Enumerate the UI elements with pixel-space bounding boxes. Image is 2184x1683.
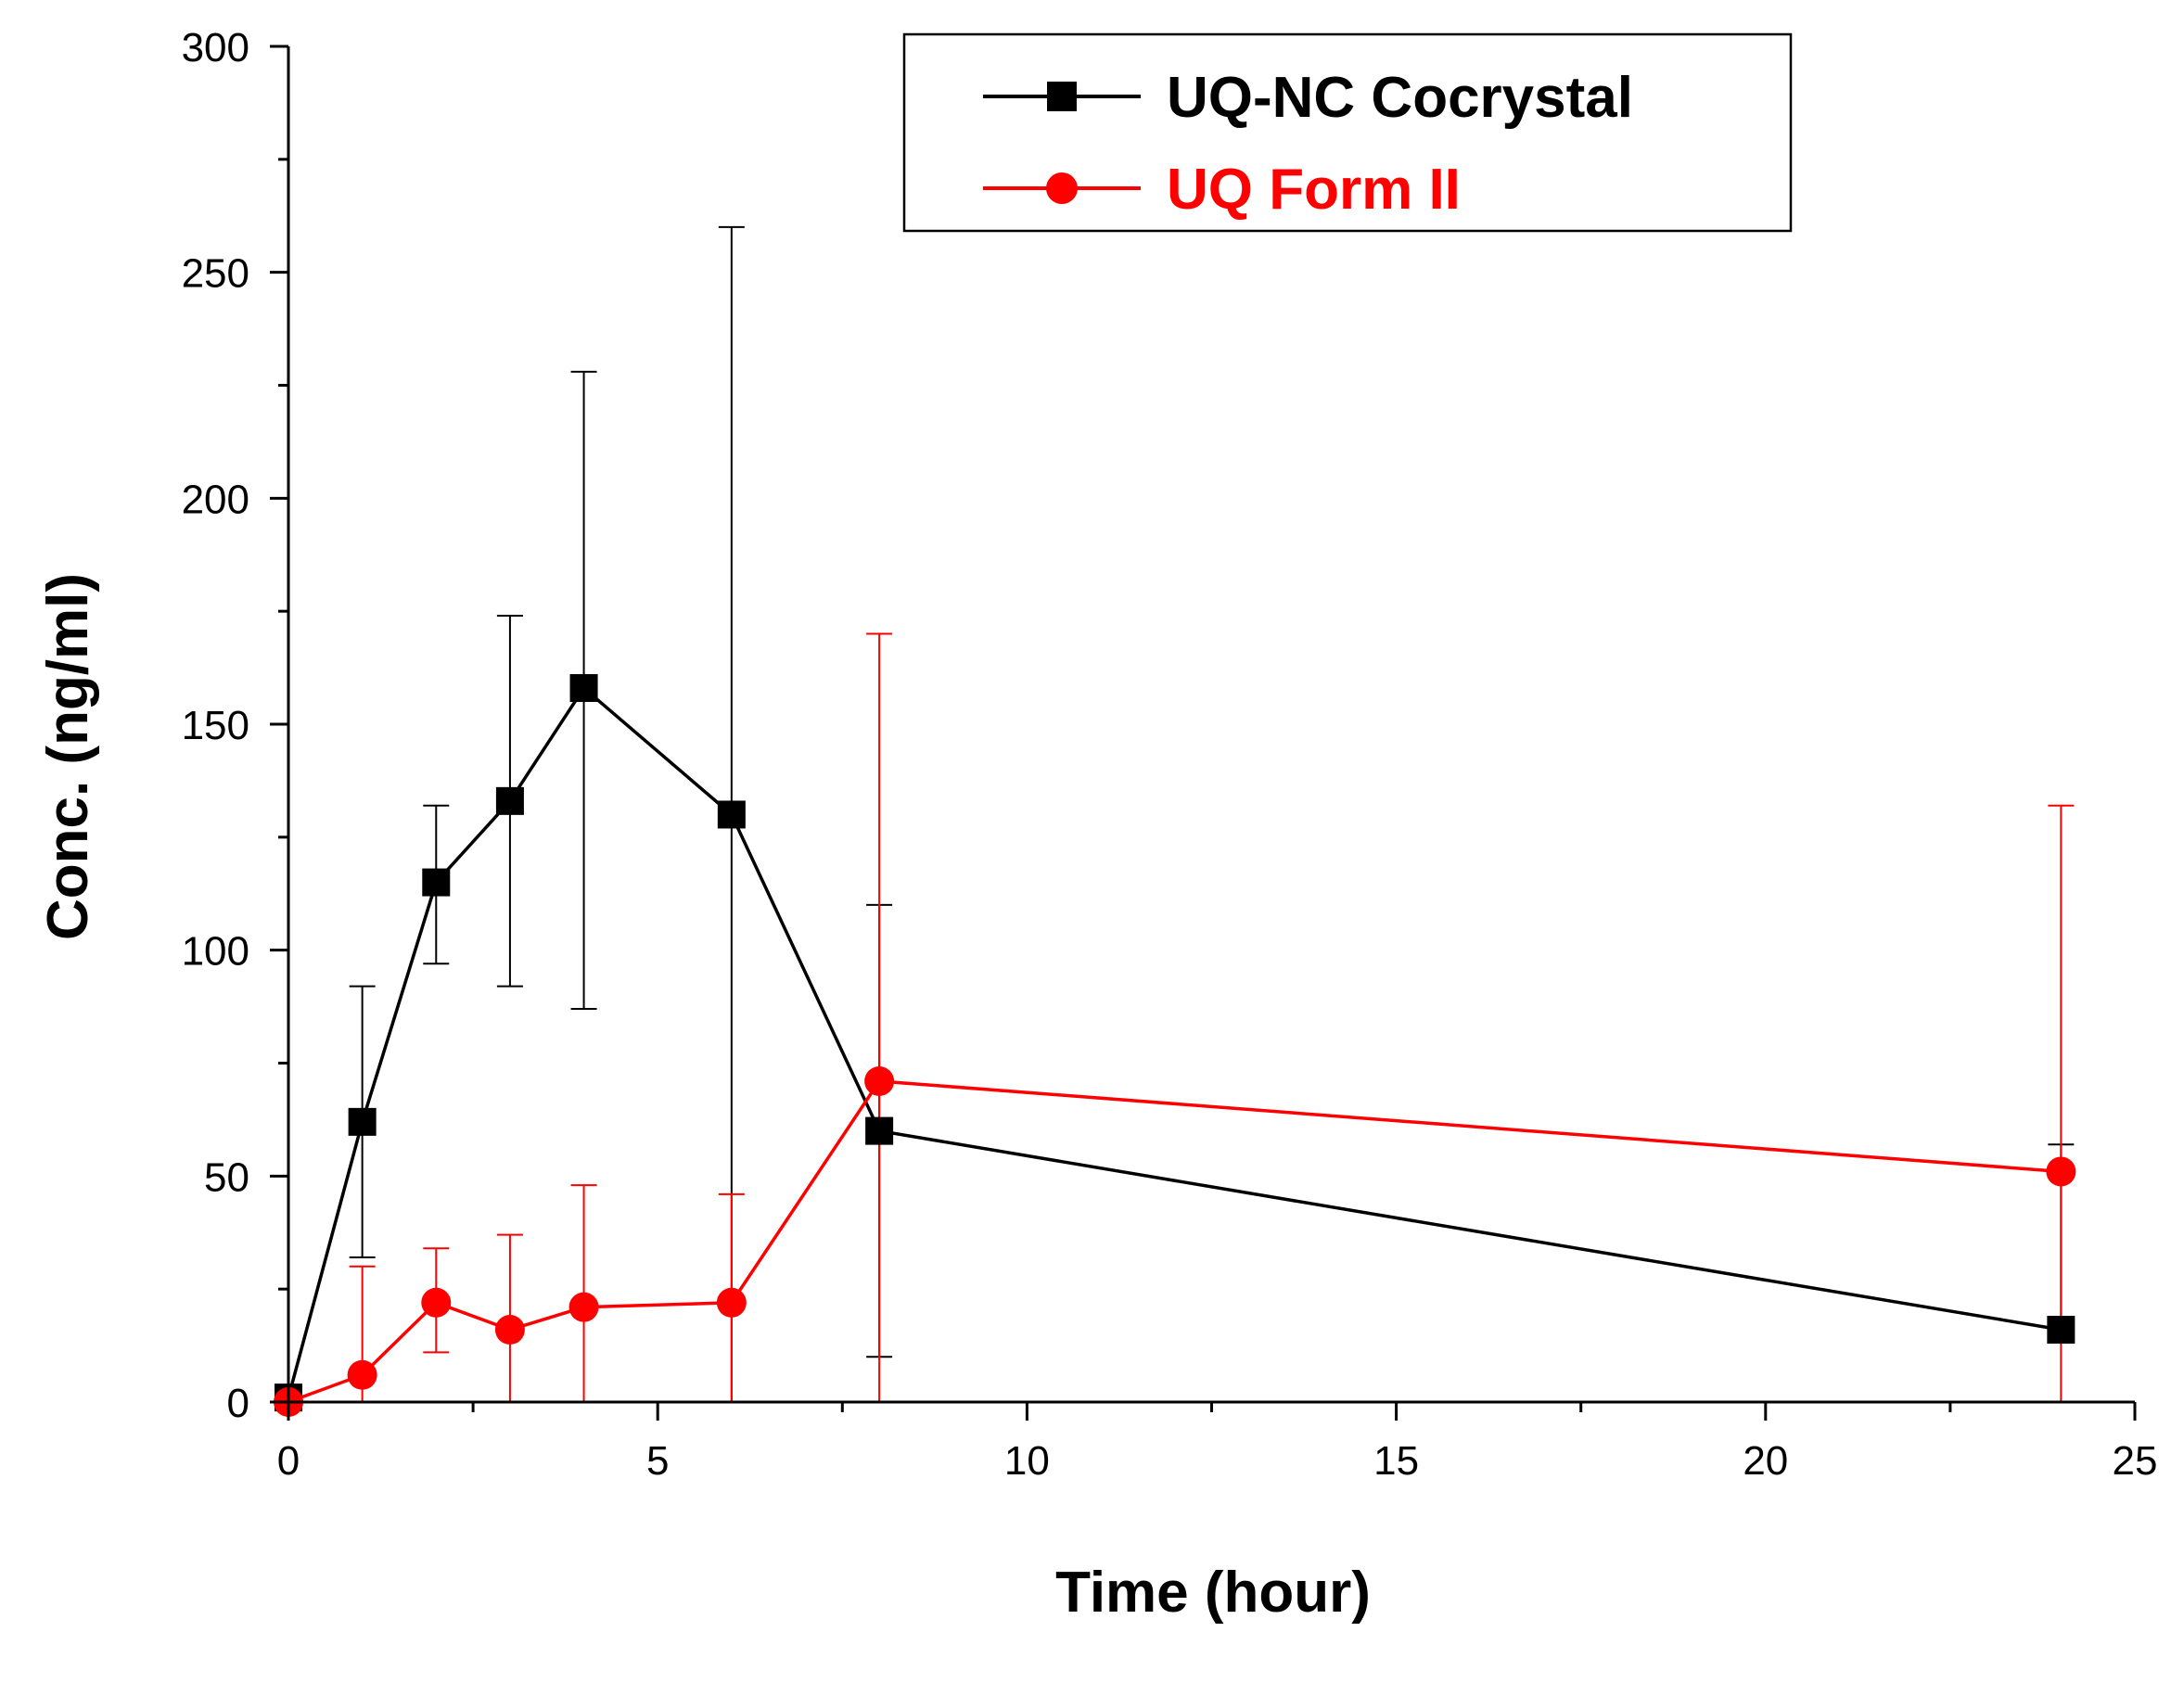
data-point-form-ii (347, 1359, 377, 1390)
data-point-form-ii (716, 1287, 747, 1318)
x-tick-label: 20 (1743, 1438, 1788, 1484)
data-point-cocrystal (2047, 1316, 2075, 1345)
y-tick-label: 0 (227, 1381, 249, 1426)
data-point-cocrystal (348, 1107, 377, 1136)
data-point-form-ii (2046, 1156, 2076, 1187)
legend: UQ-NC Cocrystal UQ Form II (902, 32, 1793, 233)
y-tick-label: 150 (182, 703, 249, 748)
data-point-cocrystal (422, 868, 451, 897)
y-axis-title: Conc. (ng/ml) (36, 573, 100, 940)
legend-label-form-ii: UQ Form II (1167, 158, 1461, 222)
data-point-form-ii (494, 1315, 525, 1345)
data-point-cocrystal (717, 800, 746, 829)
legend-marker-cocrystal (1047, 82, 1077, 111)
x-tick-label: 0 (277, 1438, 300, 1484)
legend-marker-form-ii (1046, 172, 1078, 204)
legend-label-cocrystal: UQ-NC Cocrystal (1167, 66, 1633, 130)
x-tick-label: 15 (1373, 1438, 1419, 1484)
data-point-cocrystal (865, 1116, 894, 1145)
y-tick-label: 300 (182, 25, 249, 70)
x-tick-label: 5 (646, 1438, 669, 1484)
series-lines (287, 685, 2062, 1404)
y-tick-label: 200 (182, 477, 249, 522)
x-tick-label: 25 (2113, 1438, 2158, 1484)
x-axis-title: Time (hour) (1055, 1561, 1371, 1625)
y-tick-label: 50 (204, 1154, 249, 1200)
y-tick-label: 250 (182, 251, 249, 297)
series-line-form-ii (287, 1079, 2062, 1404)
data-point-cocrystal (495, 786, 524, 815)
series-line-cocrystal (287, 685, 2062, 1398)
x-tick-label: 10 (1004, 1438, 1050, 1484)
data-point-form-ii (864, 1065, 895, 1096)
data-point-form-ii (421, 1287, 452, 1318)
data-point-form-ii (568, 1292, 599, 1322)
data-point-cocrystal (569, 674, 598, 703)
y-tick-label: 100 (182, 929, 249, 975)
